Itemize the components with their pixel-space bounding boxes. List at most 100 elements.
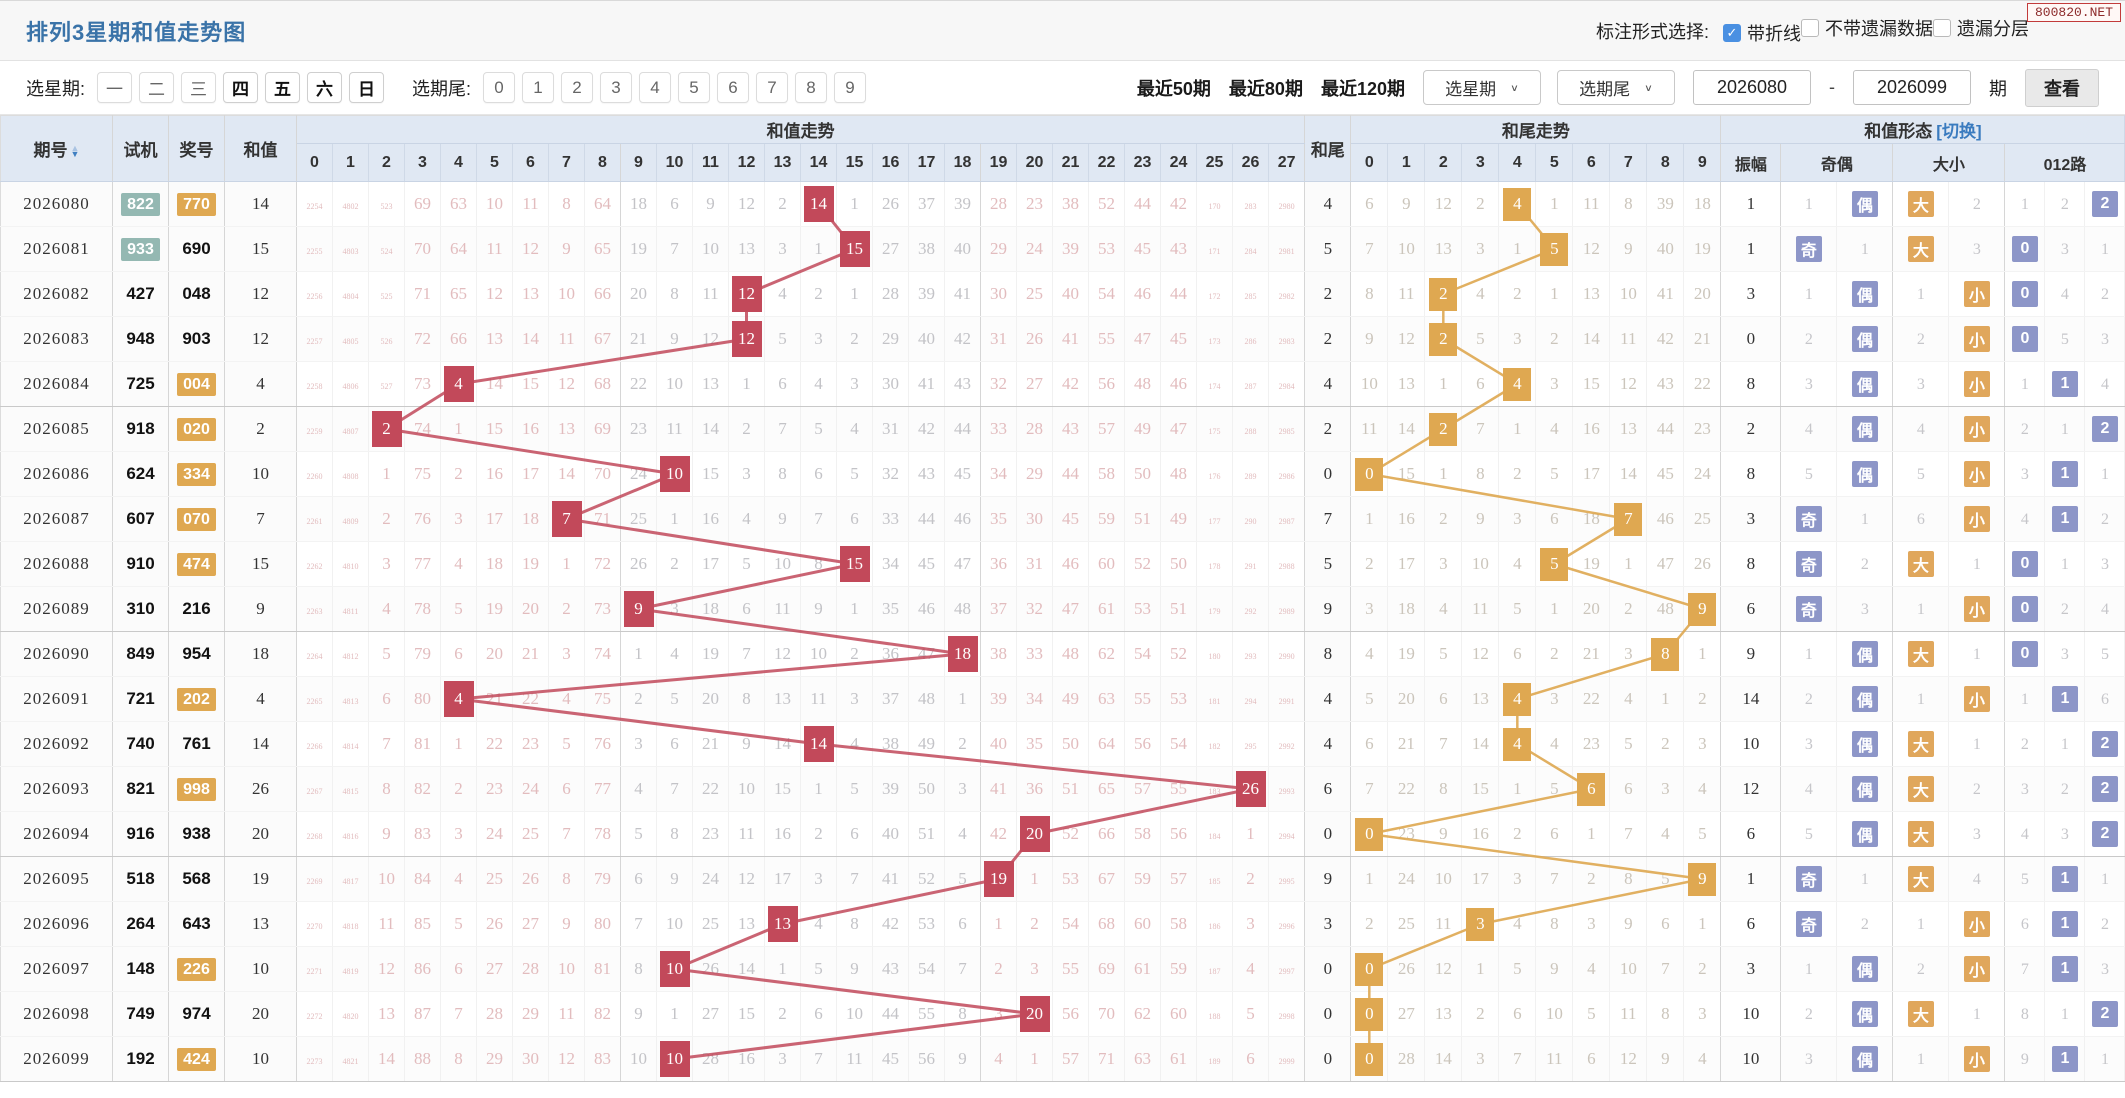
sum-trend-cell: 13 [368, 991, 405, 1037]
tail-trend-cell: 6 [1572, 766, 1611, 812]
view-button[interactable]: 查看 [2025, 68, 2099, 107]
week-button-二[interactable]: 二 [139, 72, 175, 103]
form-toggle-link[interactable]: [切换] [1936, 122, 1982, 141]
tail-digit-button-4[interactable]: 4 [639, 72, 672, 103]
sum-trend-cell: 292 [1232, 586, 1269, 632]
tail-digit-button-2[interactable]: 2 [561, 72, 594, 103]
tail-trend-cell: 6 [1535, 496, 1574, 542]
tail-miss-count: 17 [1471, 869, 1489, 888]
tail-digit-button-5[interactable]: 5 [678, 72, 711, 103]
tail-digit-button-3[interactable]: 3 [600, 72, 633, 103]
issue-from-input[interactable]: 2026080 [1693, 70, 1811, 105]
sum-miss-count: 1 [670, 1004, 679, 1023]
sum-miss-count: 78 [414, 599, 431, 618]
week-button-日[interactable]: 日 [349, 72, 385, 103]
sum-trend-cell: 4820 [332, 991, 369, 1037]
range-link[interactable]: 最近50期 [1136, 78, 1211, 99]
sum-trend-cell: 60 [1124, 901, 1161, 947]
week-button-六[interactable]: 六 [307, 72, 343, 103]
sum-miss-count: 10 [846, 1004, 863, 1023]
tail-miss-count: 21 [1397, 734, 1415, 753]
prize-number: 954 [182, 644, 211, 663]
tail-miss-count: 24 [1693, 464, 1711, 483]
test-number: 740 [126, 734, 155, 753]
issue-cell: 2026084 [0, 361, 113, 407]
annotation-option[interactable]: 遗漏分层 [1933, 15, 2029, 41]
tail-trend-cell: 3 [1461, 1036, 1500, 1082]
tail-miss-count: 6 [1513, 644, 1522, 663]
tail-digit-button-7[interactable]: 7 [756, 72, 789, 103]
tail-digit-button-8[interactable]: 8 [795, 72, 828, 103]
tail-miss-count: 13 [1471, 689, 1489, 708]
range-link[interactable]: 最近120期 [1320, 78, 1405, 99]
parity-cell: 3 [1780, 1036, 1838, 1082]
tail-trend-cell: 1 [1683, 901, 1722, 947]
week-button-三[interactable]: 三 [181, 72, 217, 103]
tail-miss-count: 2 [1587, 869, 1596, 888]
sum-trend-cell: 32 [980, 361, 1017, 407]
sum-miss-count: 65 [450, 284, 467, 303]
sum-miss-count: 37 [882, 689, 899, 708]
tail-digit-button-0[interactable]: 0 [483, 72, 516, 103]
week-button-一[interactable]: 一 [97, 72, 133, 103]
sum-miss-count: 46 [918, 599, 935, 618]
sum-miss-count: 24 [702, 869, 719, 888]
week-button-五[interactable]: 五 [265, 72, 301, 103]
sum-miss-count: 36 [1026, 779, 1043, 798]
sum-trend-cell: 81 [404, 721, 441, 767]
col-header-issue[interactable]: 期号 ▲ ▼ [0, 115, 113, 182]
sum-miss-count: 46 [1134, 284, 1151, 303]
sum-trend-cell: 185 [1196, 856, 1233, 902]
tail-trend-cell: 3 [1609, 631, 1648, 677]
tail-trend-cell: 5 [1683, 811, 1722, 857]
col-header-test: 试机 [112, 115, 169, 182]
checkbox-icon[interactable] [1933, 19, 1951, 37]
sum-miss-count: 4 [382, 599, 391, 618]
annotation-option[interactable]: 不带遗漏数据 [1801, 15, 1933, 41]
tail-digit-button-9[interactable]: 9 [834, 72, 867, 103]
sum-miss-count: 9 [742, 734, 751, 753]
sum-miss-count: 26 [630, 554, 647, 573]
sum-trend-cell: 51 [908, 811, 945, 857]
sum-trend-cell: 10 [548, 946, 585, 992]
tail-digit-button-6[interactable]: 6 [717, 72, 750, 103]
range-separator: - [1829, 77, 1835, 97]
sum-miss-count: 83 [594, 1049, 611, 1068]
issue-to-input[interactable]: 2026099 [1853, 70, 1971, 105]
checkbox-icon[interactable] [1801, 19, 1819, 37]
week-button-四[interactable]: 四 [223, 72, 259, 103]
sum-trend-cell: 49 [1124, 406, 1161, 452]
sort-icons[interactable]: ▲ ▼ [71, 144, 80, 158]
tail-miss-count: 23 [1582, 734, 1600, 753]
sum-miss-count: 13 [486, 329, 503, 348]
tail-trend-cell: 2 [1498, 811, 1537, 857]
select-选期尾[interactable]: 选期尾 ∨ [1557, 70, 1675, 105]
tail-hit-badge: 5 [1540, 232, 1569, 266]
sum-trend-cell: 60 [1088, 541, 1125, 587]
table-row: 2026098 749 974 20 2272 4820 13 87 7 28 29 11 82 9 1 27… [0, 991, 2125, 1037]
sum-trend-cell: 4817 [332, 856, 369, 902]
sum-trend-cell: 50 [1052, 721, 1089, 767]
parity-cell: 偶 [1836, 361, 1894, 407]
tail-miss-count: 20 [1693, 284, 1711, 303]
size-cell: 2 [1892, 316, 1950, 362]
parity-miss-count: 1 [1804, 646, 1813, 663]
annotation-option[interactable]: ✓ 带折线 [1723, 20, 1801, 46]
sum-miss-count: 32 [990, 374, 1007, 393]
size-miss-count: 3 [1972, 241, 1981, 258]
sum-trend-cell: 189 [1196, 1036, 1233, 1082]
sum-miss-count: 13 [558, 419, 575, 438]
tail-trend-cell: 1 [1535, 586, 1574, 632]
sum-miss-count: 73 [414, 374, 431, 393]
sum-miss-count: 2984 [1278, 382, 1295, 391]
tail-digit-button-1[interactable]: 1 [522, 72, 555, 103]
checkbox-icon[interactable]: ✓ [1723, 24, 1741, 42]
tail-value-cell: 8 [1304, 631, 1352, 677]
sum-trend-cell: 286 [1232, 316, 1269, 362]
sum-miss-count: 2255 [306, 247, 323, 256]
size-cell: 大 [1892, 226, 1950, 272]
table-row: 2026099 192 424 10 2273 4821 14 88 8 29 30 12 83 10 10… [0, 1036, 2125, 1082]
select-选星期[interactable]: 选星期 ∨ [1423, 70, 1541, 105]
sum-col-header-8: 8 [584, 143, 621, 182]
range-link[interactable]: 最近80期 [1228, 78, 1303, 99]
